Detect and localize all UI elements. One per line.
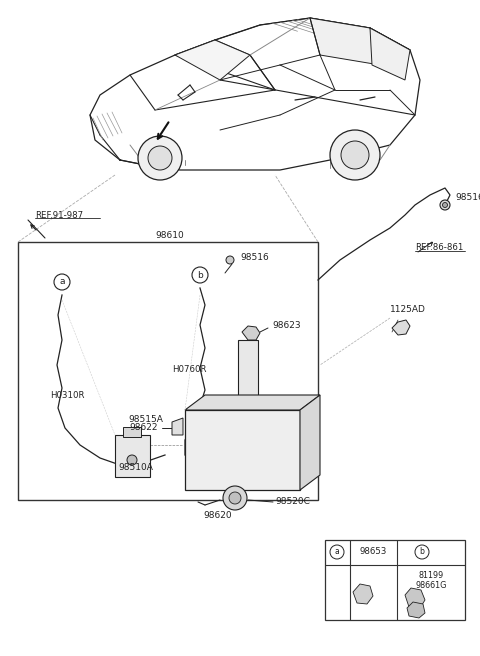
Text: 98622: 98622 <box>130 424 158 432</box>
Text: REF.86-861: REF.86-861 <box>415 243 463 253</box>
Text: 1125AD: 1125AD <box>390 306 426 314</box>
Circle shape <box>192 267 208 283</box>
Circle shape <box>440 200 450 210</box>
Text: a: a <box>59 277 65 287</box>
Text: 98516: 98516 <box>240 253 269 262</box>
Text: a: a <box>335 548 339 556</box>
Bar <box>18 242 318 500</box>
Circle shape <box>330 130 380 180</box>
Polygon shape <box>392 320 410 335</box>
Text: H0310R: H0310R <box>50 390 84 400</box>
Bar <box>123 427 141 437</box>
Circle shape <box>226 256 234 264</box>
Text: 98623: 98623 <box>272 321 300 331</box>
Polygon shape <box>310 18 380 65</box>
Text: 98620: 98620 <box>204 510 232 520</box>
Text: 98661G: 98661G <box>415 581 447 590</box>
Text: 98653: 98653 <box>360 548 387 556</box>
Text: 98510A: 98510A <box>118 464 153 472</box>
Text: 98520C: 98520C <box>275 497 310 506</box>
Bar <box>325 540 465 620</box>
Text: H0760R: H0760R <box>172 365 206 375</box>
Circle shape <box>138 136 182 180</box>
Text: 98515A: 98515A <box>128 415 163 424</box>
Text: 98516: 98516 <box>455 194 480 203</box>
Polygon shape <box>300 395 320 490</box>
Text: 98610: 98610 <box>156 230 184 239</box>
Circle shape <box>148 146 172 170</box>
Polygon shape <box>175 40 250 80</box>
Text: b: b <box>420 548 424 556</box>
Polygon shape <box>353 584 373 604</box>
Circle shape <box>229 492 241 504</box>
Text: REF.91-987: REF.91-987 <box>35 211 83 220</box>
Polygon shape <box>407 602 425 618</box>
Circle shape <box>415 545 429 559</box>
Bar <box>238 340 258 410</box>
Bar <box>115 435 150 477</box>
Circle shape <box>330 545 344 559</box>
Circle shape <box>127 455 137 465</box>
Polygon shape <box>172 418 183 435</box>
Polygon shape <box>185 395 320 410</box>
Text: 81199: 81199 <box>419 571 444 581</box>
Text: b: b <box>197 270 203 279</box>
Circle shape <box>223 486 247 510</box>
Polygon shape <box>370 28 410 80</box>
Bar <box>185 410 300 490</box>
Circle shape <box>54 274 70 290</box>
Polygon shape <box>242 326 260 340</box>
Circle shape <box>443 203 447 207</box>
Circle shape <box>341 141 369 169</box>
Polygon shape <box>405 588 425 608</box>
